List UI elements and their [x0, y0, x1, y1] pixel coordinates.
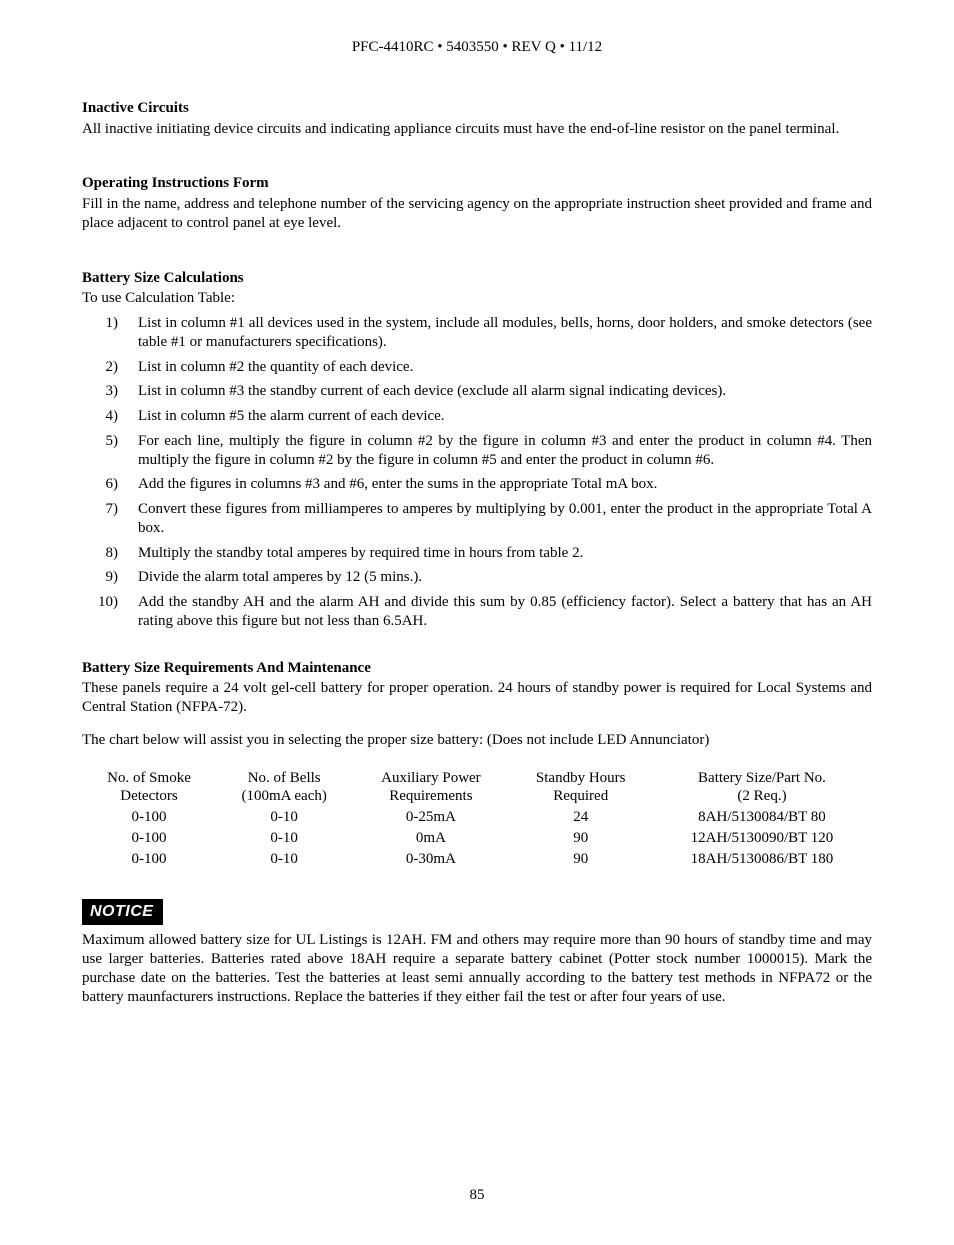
notice-label: NOTICE: [82, 899, 163, 925]
notice-body: Maximum allowed battery size for UL List…: [82, 931, 872, 1006]
item-text: Convert these figures from milliamperes …: [138, 500, 872, 538]
section-battery-requirements: Battery Size Requirements And Maintenanc…: [82, 659, 872, 870]
section-inactive-circuits: Inactive Circuits All inactive initiatin…: [82, 99, 872, 139]
section-title: Battery Size Requirements And Maintenanc…: [82, 659, 872, 678]
item-number: 2): [82, 358, 138, 377]
section-body: The chart below will assist you in selec…: [82, 731, 872, 750]
list-item: 9)Divide the alarm total amperes by 12 (…: [82, 568, 872, 587]
table-cell: 24: [509, 807, 652, 828]
page-number: 85: [82, 1186, 872, 1205]
table-header-row: No. of SmokeDetectors No. of Bells(100mA…: [82, 768, 872, 808]
list-item: 1)List in column #1 all devices used in …: [82, 314, 872, 352]
table-cell: 18AH/5130086/BT 180: [652, 849, 872, 870]
list-item: 5)For each line, multiply the figure in …: [82, 432, 872, 470]
item-text: Divide the alarm total amperes by 12 (5 …: [138, 568, 872, 587]
item-number: 8): [82, 544, 138, 563]
table-cell: 12AH/5130090/BT 120: [652, 828, 872, 849]
list-item: 6)Add the figures in columns #3 and #6, …: [82, 475, 872, 494]
item-text: Multiply the standby total amperes by re…: [138, 544, 872, 563]
item-text: List in column #5 the alarm current of e…: [138, 407, 872, 426]
col-header: Auxiliary PowerRequirements: [352, 768, 509, 808]
item-number: 5): [82, 432, 138, 470]
table-cell: 8AH/5130084/BT 80: [652, 807, 872, 828]
section-lead: To use Calculation Table:: [82, 289, 872, 308]
list-item: 10)Add the standby AH and the alarm AH a…: [82, 593, 872, 631]
section-title: Battery Size Calculations: [82, 269, 872, 288]
item-number: 9): [82, 568, 138, 587]
table-cell: 90: [509, 828, 652, 849]
table-cell: 0-100: [82, 828, 216, 849]
table-cell: 0-10: [216, 828, 352, 849]
col-header: No. of SmokeDetectors: [82, 768, 216, 808]
battery-size-table: No. of SmokeDetectors No. of Bells(100mA…: [82, 768, 872, 870]
table-cell: 90: [509, 849, 652, 870]
item-number: 10): [82, 593, 138, 631]
table-row: 0-100 0-10 0-30mA 90 18AH/5130086/BT 180: [82, 849, 872, 870]
item-text: Add the standby AH and the alarm AH and …: [138, 593, 872, 631]
section-body: These panels require a 24 volt gel-cell …: [82, 679, 872, 717]
doc-header: PFC-4410RC • 5403550 • REV Q • 11/12: [82, 38, 872, 57]
col-header: Standby HoursRequired: [509, 768, 652, 808]
table-cell: 0-100: [82, 807, 216, 828]
table-row: 0-100 0-10 0-25mA 24 8AH/5130084/BT 80: [82, 807, 872, 828]
col-header: No. of Bells(100mA each): [216, 768, 352, 808]
item-number: 1): [82, 314, 138, 352]
item-text: Add the figures in columns #3 and #6, en…: [138, 475, 872, 494]
item-number: 4): [82, 407, 138, 426]
list-item: 2)List in column #2 the quantity of each…: [82, 358, 872, 377]
col-header: Battery Size/Part No.(2 Req.): [652, 768, 872, 808]
section-title: Inactive Circuits: [82, 99, 872, 118]
section-battery-calculations: Battery Size Calculations To use Calcula…: [82, 269, 872, 631]
table-cell: 0-100: [82, 849, 216, 870]
list-item: 8)Multiply the standby total amperes by …: [82, 544, 872, 563]
table-cell: 0-30mA: [352, 849, 509, 870]
item-text: List in column #1 all devices used in th…: [138, 314, 872, 352]
list-item: 4)List in column #5 the alarm current of…: [82, 407, 872, 426]
section-title: Operating Instructions Form: [82, 174, 872, 193]
list-item: 7)Convert these figures from milliampere…: [82, 500, 872, 538]
table-cell: 0-10: [216, 849, 352, 870]
item-text: List in column #2 the quantity of each d…: [138, 358, 872, 377]
item-number: 7): [82, 500, 138, 538]
table-cell: 0mA: [352, 828, 509, 849]
section-operating-instructions: Operating Instructions Form Fill in the …: [82, 174, 872, 232]
item-text: List in column #3 the standby current of…: [138, 382, 872, 401]
table-cell: 0-10: [216, 807, 352, 828]
item-number: 3): [82, 382, 138, 401]
item-text: For each line, multiply the figure in co…: [138, 432, 872, 470]
calculation-steps-list: 1)List in column #1 all devices used in …: [82, 314, 872, 631]
section-body: All inactive initiating device circuits …: [82, 120, 872, 139]
table-row: 0-100 0-10 0mA 90 12AH/5130090/BT 120: [82, 828, 872, 849]
table-cell: 0-25mA: [352, 807, 509, 828]
item-number: 6): [82, 475, 138, 494]
list-item: 3)List in column #3 the standby current …: [82, 382, 872, 401]
section-body: Fill in the name, address and telephone …: [82, 195, 872, 233]
